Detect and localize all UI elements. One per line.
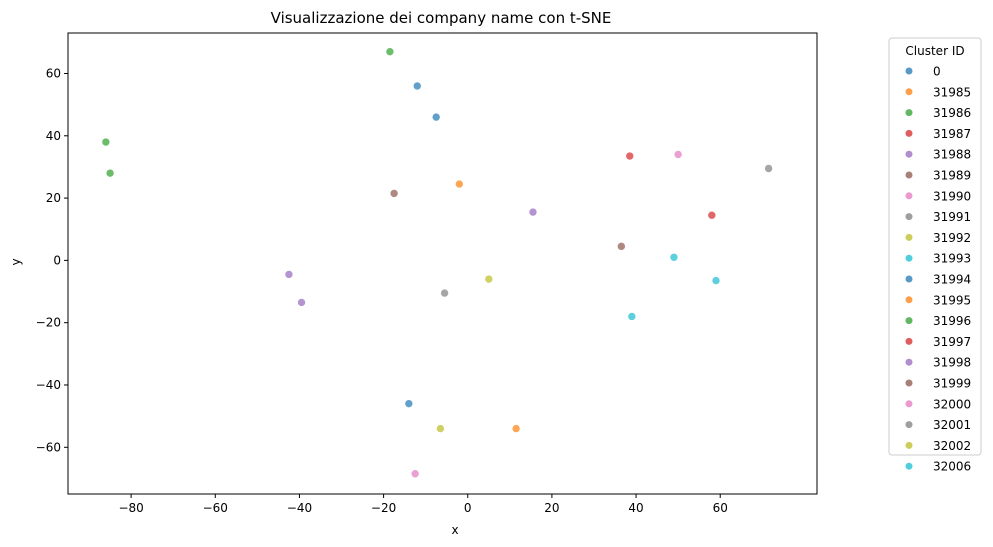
y-tick-label: −20 (36, 316, 61, 330)
data-point-32006-0 (711, 276, 721, 285)
legend-marker-31986 (905, 109, 913, 117)
data-point-31992-0 (484, 274, 494, 284)
legend-label-31996: 31996 (933, 314, 971, 328)
x-axis: −80 −60 −40 −20 0 20 40 60 (118, 494, 728, 515)
data-point-31988-0 (528, 207, 538, 217)
legend-marker-31985 (905, 88, 913, 96)
data-point-32000-0 (410, 469, 420, 479)
legend-marker-31996 (905, 317, 913, 325)
y-tick-label: −60 (36, 440, 61, 454)
data-point-31998-0 (284, 270, 294, 279)
legend: Cluster ID 0 31985 31986 31987 31988 31989 319… (888, 37, 982, 474)
data-point-31998-1 (297, 298, 306, 307)
legend-marker-32000 (905, 400, 913, 408)
y-axis: −60 −40 −20 0 20 40 60 (36, 66, 68, 454)
legend-marker-31990 (905, 192, 913, 200)
data-point-32002-0 (436, 424, 445, 433)
x-tick-label: −40 (287, 501, 312, 515)
legend-label-0: 0 (933, 65, 941, 79)
legend-marker-31997 (905, 337, 913, 345)
data-point-31985-0 (455, 179, 464, 189)
data-point-32006-1 (627, 312, 637, 321)
legend-label-31999: 31999 (933, 377, 971, 391)
data-point-31989-0 (389, 189, 399, 198)
data-point-31989-1 (617, 242, 626, 251)
legend-marker-31988 (905, 150, 913, 158)
legend-marker-31993 (905, 254, 913, 262)
legend-marker-31998 (905, 358, 913, 366)
legend-label-31995: 31995 (933, 293, 971, 307)
y-tick-label: 40 (46, 129, 61, 143)
plot-frame (67, 32, 818, 495)
y-tick-label: 60 (46, 66, 61, 80)
data-point-31986-0 (385, 47, 395, 56)
data-point-31995-0 (511, 424, 521, 433)
legend-label-31992: 31992 (933, 231, 971, 245)
legend-items: 0 31985 31986 31987 31988 31989 31990 31991 3199… (905, 65, 971, 474)
x-tick-label: 20 (544, 501, 559, 515)
y-axis-label: y (9, 258, 23, 265)
chart-title: Visualizzazione dei company name con t-S… (271, 9, 612, 27)
data-point-31993-0 (669, 252, 679, 262)
x-axis-label: x (451, 523, 458, 537)
legend-marker-32006 (905, 462, 913, 470)
data-point-31991-0 (764, 164, 773, 173)
x-tick-label: 60 (713, 501, 728, 515)
legend-label-31998: 31998 (933, 356, 971, 370)
legend-label-31988: 31988 (933, 148, 971, 162)
data-point-0-0 (412, 81, 422, 91)
legend-label-31987: 31987 (933, 127, 971, 141)
legend-label-31989: 31989 (933, 169, 971, 183)
data-point-0-1 (431, 112, 441, 122)
legend-marker-31991 (905, 213, 913, 221)
data-point-31994-0 (404, 399, 414, 408)
y-tick-label: 0 (53, 253, 61, 267)
legend-label-31990: 31990 (933, 189, 971, 203)
legend-label-32001: 32001 (933, 418, 971, 432)
data-point-31990-0 (673, 150, 683, 159)
x-tick-label: 0 (464, 501, 472, 515)
legend-marker-31992 (905, 233, 913, 241)
legend-label-32002: 32002 (933, 439, 971, 453)
legend-marker-31999 (905, 379, 913, 387)
legend-marker-32002 (905, 441, 913, 449)
legend-label-32006: 32006 (933, 460, 971, 474)
plot-area (67, 32, 818, 495)
legend-frame (888, 37, 982, 456)
legend-label-31993: 31993 (933, 252, 971, 266)
data-points (101, 47, 773, 479)
legend-label-31986: 31986 (933, 106, 971, 120)
legend-title: Cluster ID (905, 44, 964, 58)
legend-label-31985: 31985 (933, 85, 971, 99)
legend-marker-31989 (905, 171, 913, 179)
y-tick-label: −40 (36, 378, 61, 392)
legend-label-31991: 31991 (933, 210, 971, 224)
legend-marker-31987 (905, 129, 913, 137)
y-tick-label: 20 (46, 191, 61, 205)
x-tick-label: −80 (118, 501, 143, 515)
data-point-31997-0 (707, 210, 717, 220)
x-tick-label: 40 (628, 501, 643, 515)
data-point-31987-0 (625, 151, 635, 161)
legend-label-31997: 31997 (933, 335, 971, 349)
x-tick-label: −60 (203, 501, 228, 515)
legend-marker-31995 (905, 296, 913, 304)
legend-label-32000: 32000 (933, 397, 971, 411)
x-tick-label: −20 (371, 501, 396, 515)
data-point-32001-0 (440, 288, 449, 298)
legend-marker-0 (905, 67, 913, 75)
legend-label-31994: 31994 (933, 273, 971, 287)
legend-marker-31994 (905, 275, 913, 283)
data-point-31986-2 (105, 168, 115, 178)
legend-marker-32001 (905, 421, 913, 429)
data-point-31986-1 (101, 137, 111, 147)
